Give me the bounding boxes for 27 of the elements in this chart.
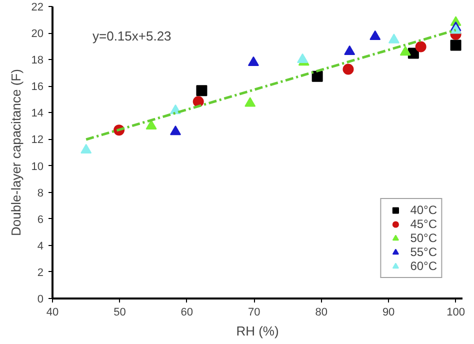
y-tick-label: 4 [37,240,44,252]
legend-label: 40°C [410,203,437,217]
y-tick-label: 2 [37,266,44,279]
y-tick-label: 20 [31,28,44,40]
annotation: y=0.15x+5.23 [92,28,172,44]
legend-label: 60°C [410,259,437,273]
x-axis-title: RH (%) [236,324,279,338]
y-tick-label: 18 [31,54,44,67]
y-tick-label: 6 [37,214,44,226]
y-axis-title: Double-layer capacitance (F) [8,69,24,236]
x-tick-label: 40 [46,306,59,318]
x-tick-label: 50 [114,306,126,318]
y-tick-label: 16 [31,81,44,94]
y-tick-label: 0 [37,294,44,306]
x-tick-label: 60 [180,306,194,318]
legend-label: 50°C [410,231,437,245]
y-tick-label: 22 [31,2,44,14]
x-tick-label: 70 [248,306,260,318]
y-tick-label: 14 [31,108,44,120]
legend-label: 45°C [410,217,437,231]
x-tick-label: 80 [315,306,328,318]
y-tick-label: 12 [31,134,44,146]
y-tick-label: 8 [37,187,44,200]
x-tick-label: 100 [446,306,465,318]
legend-label: 55°C [410,245,437,259]
y-tick-label: 10 [31,160,44,173]
x-tick-label: 90 [382,306,395,318]
